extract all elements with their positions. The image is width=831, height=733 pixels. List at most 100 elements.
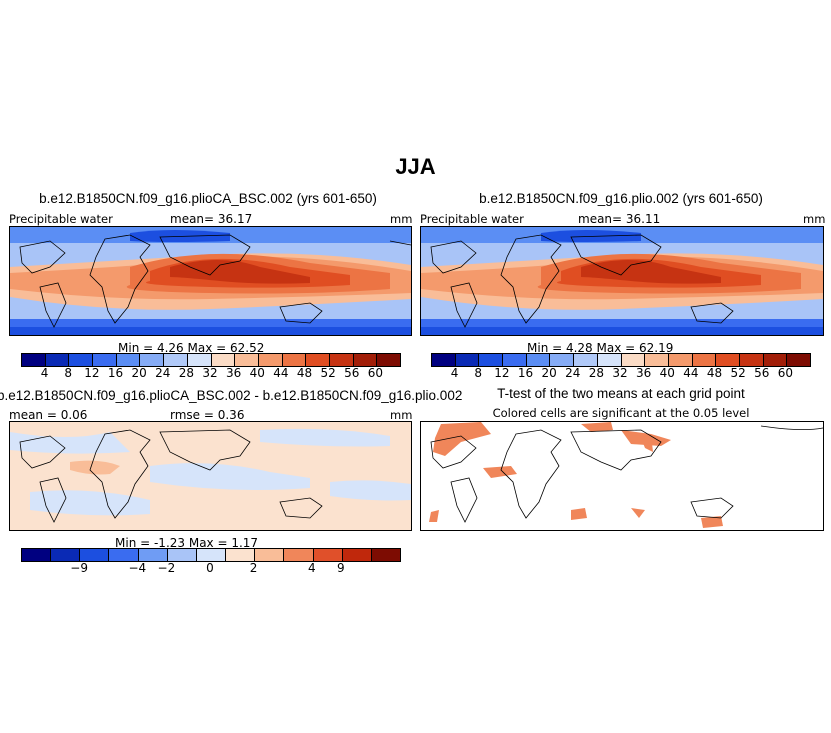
colorbar-tick-label: 2 xyxy=(249,561,258,575)
colorbar-swatch xyxy=(45,354,70,366)
panel-title-ttest: T-test of the two means at each grid poi… xyxy=(497,386,745,401)
colorbar-swatch xyxy=(550,354,575,366)
colorbar-precip-plio xyxy=(431,353,811,367)
units-label: mm xyxy=(390,408,413,422)
difference-map xyxy=(9,421,412,531)
colorbar-swatch xyxy=(645,354,669,366)
colorbar-swatch xyxy=(51,549,81,561)
colorbar-swatch xyxy=(692,354,717,366)
variable-label: Precipitable water xyxy=(9,212,113,226)
colorbar-swatch xyxy=(258,354,283,366)
colorbar-swatch xyxy=(479,354,504,366)
colorbar-tick-label: 40 xyxy=(659,366,675,380)
colorbar-tick-label: 32 xyxy=(202,366,218,380)
colorbar-tick-label: 60 xyxy=(777,366,794,380)
colorbar-tick-label: 8 xyxy=(474,366,483,380)
colorbar-swatch xyxy=(377,354,400,366)
minmax-label: Min = 4.28 Max = 62.19 xyxy=(527,341,674,355)
colorbar-tick-label: 16 xyxy=(517,366,534,380)
colorbar-swatch xyxy=(138,549,168,561)
colorbar-tick-label: 36 xyxy=(635,366,652,380)
colorbar-tick-label: −4 xyxy=(128,561,147,575)
colorbar-swatch xyxy=(255,549,285,561)
colorbar-tick-label: 44 xyxy=(683,366,699,380)
colorbar-swatch xyxy=(503,354,527,366)
colorbar-tick-label: 24 xyxy=(155,366,171,380)
colorbar-ticks-plioCA: 4 8 12 16 20 24 28 32 36 40 44 48 52 56 60 xyxy=(21,366,401,382)
colorbar-tick-label: 0 xyxy=(206,561,214,575)
colorbar-tick-label: 16 xyxy=(107,366,124,380)
colorbar-tick-label: 24 xyxy=(565,366,581,380)
colorbar-tick-label: 12 xyxy=(494,366,510,380)
colorbar-tick-label: 56 xyxy=(754,366,770,380)
figure-title: JJA xyxy=(395,154,436,179)
colorbar-tick-label: 28 xyxy=(588,366,605,380)
colorbar-tick-label: 40 xyxy=(249,366,265,380)
colorbar-swatch xyxy=(167,549,197,561)
colorbar-difference xyxy=(21,548,401,562)
precip-water-map-plioCA xyxy=(9,226,412,336)
colorbar-tick-label: 52 xyxy=(320,366,336,380)
colorbar-swatch xyxy=(526,354,551,366)
colorbar-precip-plioCA xyxy=(21,353,401,367)
colorbar-swatch xyxy=(284,549,314,561)
colorbar-tick-label: −2 xyxy=(157,561,176,575)
colorbar-tick-label: 36 xyxy=(225,366,242,380)
colorbar-swatch xyxy=(432,354,456,366)
colorbar-tick-label: 56 xyxy=(344,366,360,380)
colorbar-tick-label: 44 xyxy=(273,366,289,380)
colorbar-swatch xyxy=(211,354,236,366)
colorbar-swatch xyxy=(329,354,354,366)
colorbar-swatch xyxy=(342,549,372,561)
colorbar-swatch xyxy=(455,354,480,366)
colorbar-swatch xyxy=(235,354,259,366)
colorbar-swatch xyxy=(187,354,212,366)
colorbar-swatch xyxy=(313,549,343,561)
variable-label: Precipitable water xyxy=(420,212,524,226)
colorbar-swatch xyxy=(196,549,227,561)
colorbar-swatch xyxy=(621,354,646,366)
colorbar-swatch xyxy=(69,354,94,366)
rmse-label: rmse = 0.36 xyxy=(170,408,245,422)
colorbar-swatch xyxy=(306,354,330,366)
colorbar-swatch xyxy=(140,354,165,366)
colorbar-tick-label: −9 xyxy=(70,561,88,575)
colorbar-swatch xyxy=(353,354,378,366)
units-label: mm xyxy=(803,212,826,226)
colorbar-swatch xyxy=(164,354,188,366)
colorbar-swatch xyxy=(22,354,46,366)
colorbar-ticks-plio: 4 8 12 16 20 24 28 32 36 40 44 48 52 56 60 xyxy=(431,366,811,382)
colorbar-swatch xyxy=(716,354,740,366)
colorbar-swatch xyxy=(93,354,117,366)
panel-title-plioCA: b.e12.B1850CN.f09_g16.plioCA_BSC.002 (yr… xyxy=(39,191,377,206)
colorbar-tick-label: 28 xyxy=(178,366,195,380)
ttest-subtitle: Colored cells are significant at the 0.0… xyxy=(492,406,750,420)
minmax-label: Min = -1.23 Max = 1.17 xyxy=(115,536,259,550)
colorbar-tick-label: 9 xyxy=(337,561,345,575)
colorbar-swatch xyxy=(22,549,52,561)
colorbar-tick-label: 20 xyxy=(131,366,147,380)
mean-label: mean = 0.06 xyxy=(9,408,88,422)
panel-title-difference: b.e12.B1850CN.f09_g16.plioCA_BSC.002 - b… xyxy=(0,388,463,403)
colorbar-tick-label: 12 xyxy=(84,366,100,380)
colorbar-tick-label: 4 xyxy=(307,561,316,575)
colorbar-tick-label: 48 xyxy=(706,366,723,380)
colorbar-tick-label: 4 xyxy=(450,366,459,380)
colorbar-swatch xyxy=(116,354,141,366)
colorbar-swatch xyxy=(787,354,810,366)
colorbar-swatch xyxy=(282,354,307,366)
colorbar-tick-label: 20 xyxy=(541,366,557,380)
colorbar-tick-label: 8 xyxy=(64,366,73,380)
colorbar-swatch xyxy=(597,354,622,366)
colorbar-tick-label: 52 xyxy=(730,366,746,380)
colorbar-swatch xyxy=(80,549,110,561)
colorbar-tick-label: 4 xyxy=(40,366,49,380)
colorbar-swatch xyxy=(763,354,788,366)
colorbar-tick-label: 48 xyxy=(296,366,313,380)
colorbar-swatch xyxy=(574,354,598,366)
colorbar-swatch xyxy=(739,354,764,366)
colorbar-swatch xyxy=(668,354,693,366)
colorbar-tick-label: 60 xyxy=(367,366,384,380)
colorbar-swatch xyxy=(226,549,256,561)
precip-water-map-plio xyxy=(420,226,824,336)
